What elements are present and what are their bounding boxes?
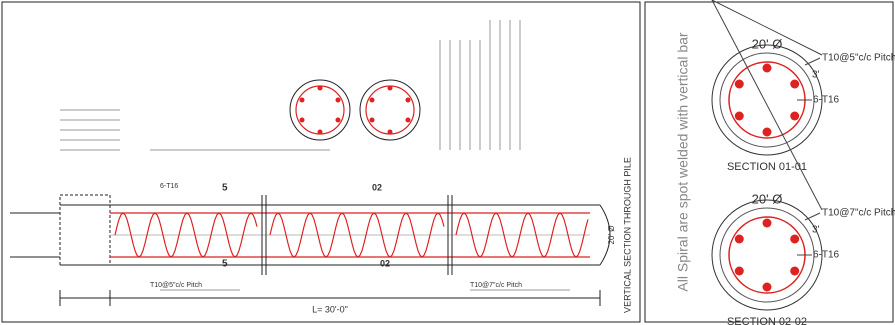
pitch-label: T10@5"c/c Pitch <box>150 282 202 289</box>
rebar <box>763 64 772 73</box>
diameter-label: 20' Ø <box>607 226 616 245</box>
rebar <box>735 80 744 89</box>
rebar <box>763 128 772 137</box>
section-mark: 5 <box>222 183 228 194</box>
rebar <box>790 112 799 121</box>
drawing: 5 5 02 02 6-T16 T10@5"c/c Pitch T10@7"c/… <box>0 0 895 325</box>
bars-label: 6-T16 <box>813 250 840 261</box>
length-label: L= 30'-0" <box>312 304 348 314</box>
spiral-ring <box>729 62 805 138</box>
leader <box>805 58 820 65</box>
rebar <box>763 219 772 228</box>
section-mark: 5 <box>222 259 228 270</box>
pitch-label: T10@7"c/c Pitch <box>470 282 522 289</box>
pile-elevation <box>10 20 610 306</box>
left-frame <box>2 2 640 322</box>
diameter-label: 20' Ø <box>752 36 783 51</box>
cover-label: 3' <box>812 225 820 236</box>
rebar <box>735 267 744 276</box>
rebar <box>790 267 799 276</box>
section-mark: 02 <box>380 258 390 268</box>
rebar <box>790 80 799 89</box>
spiral-ring <box>729 217 805 293</box>
dimension-line <box>712 0 822 210</box>
rebar <box>735 235 744 244</box>
section-title: SECTION 02-02 <box>727 316 807 325</box>
rebar <box>790 235 799 244</box>
spiral-label: T10@5"c/c Pitch <box>822 53 895 64</box>
elevation-title: VERTICAL SECTION THROUGH PILE <box>622 157 632 313</box>
bar-label: 6-T16 <box>160 183 178 190</box>
section-title: SECTION 01-01 <box>727 161 807 173</box>
rebar <box>735 112 744 121</box>
cover-label: 3' <box>812 70 820 81</box>
section-mark: 02 <box>372 182 382 192</box>
leader <box>805 213 820 220</box>
rebar <box>763 283 772 292</box>
note: All Spiral are spot welded with vertical… <box>675 32 691 291</box>
diameter-label: 20' Ø <box>752 191 783 206</box>
spiral-label: T10@7"c/c Pitch <box>822 208 895 219</box>
bars-label: 6-T16 <box>813 95 840 106</box>
